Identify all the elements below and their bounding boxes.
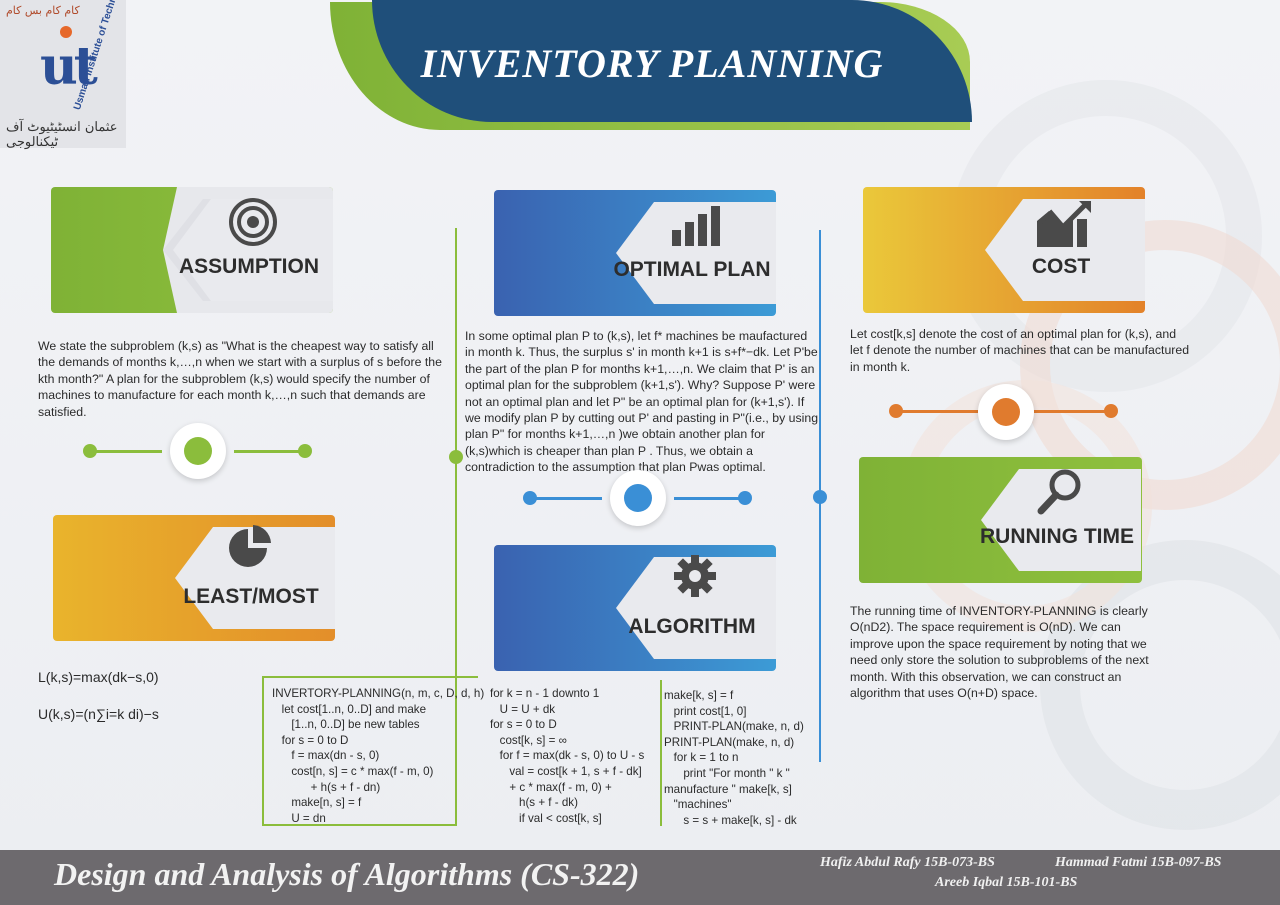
code-frame-bottom — [262, 824, 457, 826]
author-1: Hafiz Abdul Rafy 15B-073-BS — [820, 855, 995, 870]
connector-line — [1034, 410, 1110, 413]
running-time-text: The running time of INVENTORY-PLANNING i… — [850, 604, 1149, 701]
connector-node — [610, 470, 666, 526]
connector-line — [96, 450, 162, 453]
page-title: INVENTORY PLANNING — [420, 41, 884, 86]
course-title: Design and Analysis of Algorithms (CS-32… — [54, 856, 640, 892]
cost-card: COST — [863, 187, 1145, 313]
code-frame-left — [262, 676, 264, 826]
least-most-label: LEAST/MOST — [183, 585, 319, 608]
least-most-card: LEAST/MOST — [53, 515, 335, 641]
author-3: Areeb Iqbal 15B-101-BS — [935, 875, 1078, 890]
author-2: Hammad Fatmi 15B-097-BS — [1055, 855, 1222, 870]
logo-tagline: کام کام بس کام — [6, 4, 80, 17]
algorithm-card: ALGORITHM — [494, 545, 776, 671]
optimal-plan-card: OPTIMAL PLAN — [494, 190, 776, 316]
connector-node — [978, 384, 1034, 440]
assumption-text: We state the subproblem (k,s) as "What i… — [38, 339, 442, 419]
connector-line — [234, 450, 300, 453]
formula-upper: U(k,s)=(n∑i=k di)−s — [38, 706, 159, 722]
title-banner — [372, 0, 972, 122]
optimal-plan-text: In some optimal plan P to (k,s), let f* … — [465, 329, 819, 475]
bar-chart-icon — [670, 204, 724, 253]
connector-line — [674, 497, 740, 500]
running-time-label: RUNNING TIME — [980, 525, 1134, 548]
assumption-label: ASSUMPTION — [178, 255, 319, 278]
connector-line — [902, 410, 978, 413]
algorithm-code-col3: make[k, s] = f print cost[1, 0] PRINT-PL… — [664, 689, 804, 827]
connector-node — [170, 423, 226, 479]
assumption-card: ASSUMPTION — [51, 187, 333, 313]
algorithm-code-col2: for k = n - 1 downto 1 U = U + dk for s … — [490, 687, 645, 825]
connector-dot — [889, 404, 903, 418]
formula-lower: L(k,s)=max(dk−s,0) — [38, 669, 159, 685]
code-frame-top — [262, 676, 478, 678]
footer-bar — [0, 850, 1280, 905]
logo-urdu-name: عثمان انسٹیٹیوٹ آف ٹیکنالوجی — [6, 120, 118, 150]
cost-label: COST — [1031, 255, 1091, 278]
magnifier-icon — [1035, 467, 1085, 522]
algorithm-label: ALGORITHM — [628, 615, 756, 638]
code-divider — [660, 680, 662, 826]
connector-dot — [83, 444, 97, 458]
connector-dot — [449, 450, 463, 464]
connector-dot — [738, 491, 752, 505]
algorithm-code-col1: INVERTORY-PLANNING(n, m, c, D, d, h) let… — [272, 687, 485, 825]
running-time-card: RUNNING TIME — [859, 457, 1142, 583]
institute-logo: کام کام بس کام ut Usman Institute of Tec… — [0, 0, 127, 150]
gear-icon — [670, 551, 720, 606]
connector-line — [536, 497, 602, 500]
logo-dot — [60, 26, 72, 38]
connector-dot — [523, 491, 537, 505]
connector-dot — [1104, 404, 1118, 418]
optimal-plan-label: OPTIMAL PLAN — [613, 258, 771, 281]
divider-line — [455, 228, 457, 826]
connector-dot — [298, 444, 312, 458]
logo-mark: ut — [40, 36, 98, 97]
connector-dot — [813, 490, 827, 504]
target-icon — [228, 197, 278, 252]
pie-chart-icon — [224, 523, 280, 578]
cost-text: Let cost[k,s] denote the cost of an opti… — [850, 327, 1190, 374]
trend-chart-icon — [1033, 199, 1095, 254]
